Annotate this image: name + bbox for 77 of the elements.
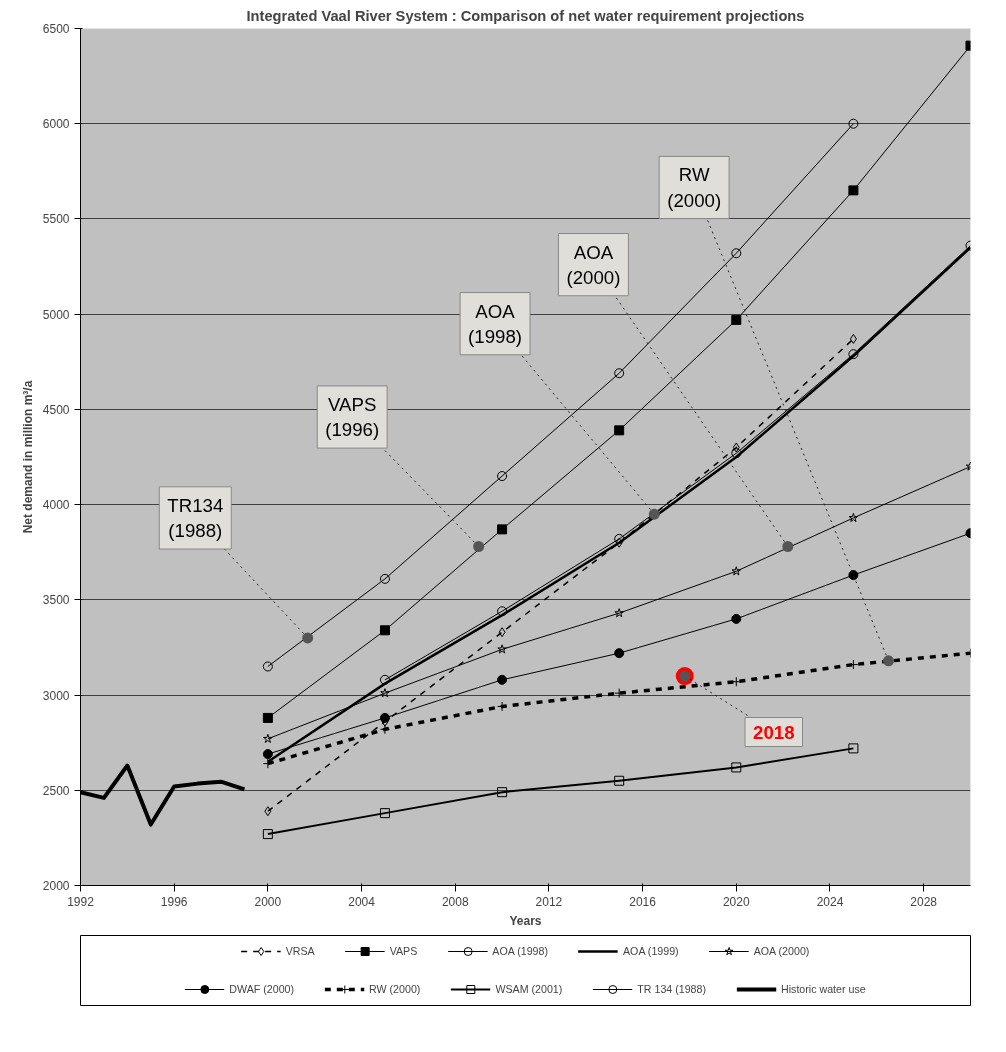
y-tick-label: 6500 (42, 22, 70, 36)
x-tick-label: 2016 (629, 894, 657, 909)
point (732, 442, 740, 453)
x-tick-label: 2000 (254, 894, 282, 909)
point (380, 688, 390, 698)
point (379, 625, 390, 636)
x-tick-label: 2008 (441, 894, 469, 909)
point (614, 648, 625, 659)
point (731, 613, 742, 624)
point (848, 743, 859, 754)
y-tick-label: 2500 (42, 783, 70, 798)
point (731, 314, 742, 325)
x-tick-label: 2020 (722, 894, 750, 909)
y-tick-label: 6000 (42, 117, 70, 132)
y-axis-title: Net demand in million m³/a (20, 380, 35, 534)
point (262, 749, 273, 760)
legend-label: Historic water use (781, 983, 866, 995)
x-axis-title: Years (509, 913, 542, 928)
y-tick-label: 4000 (42, 498, 70, 513)
point (615, 537, 623, 548)
y-tick-label: 2000 (42, 879, 70, 893)
x-tick-label: 1996 (160, 894, 188, 909)
legend-label: WSAM (2001) (495, 983, 563, 995)
point (614, 425, 625, 436)
point (849, 333, 857, 344)
point (848, 349, 859, 360)
point (848, 185, 859, 196)
annotation: VAPS (1996) (325, 393, 380, 441)
point (731, 762, 742, 773)
point (379, 712, 390, 723)
point (848, 118, 859, 129)
legend-label: RW (2000) (369, 983, 421, 995)
chart-title: Integrated Vaal River System : Comparison of net water requirement projections (246, 7, 805, 24)
point (498, 627, 506, 638)
annotation: TR134 (1988) (167, 494, 224, 542)
y-tick-label: 3000 (42, 688, 70, 703)
point (497, 674, 508, 685)
legend-label: TR 134 (1988) (637, 983, 707, 995)
annotation: RW (2000) (667, 164, 722, 211)
legend-label: AOA (1998) (492, 945, 548, 957)
point (262, 712, 273, 723)
annotation: AOA (1998) (468, 300, 523, 347)
legend-label: VRSA (285, 945, 315, 957)
point (497, 524, 508, 535)
legend-label: VAPS (389, 945, 418, 957)
y-tick-label: 5500 (42, 212, 70, 227)
point (379, 573, 390, 584)
point (614, 368, 625, 379)
point (675, 667, 694, 685)
point (497, 471, 508, 482)
point (848, 570, 859, 581)
point (614, 608, 624, 618)
x-tick-label: 2012 (535, 894, 563, 909)
point (497, 644, 507, 654)
annotation: AOA (2000) (566, 241, 621, 288)
legend-label: AOA (1999) (622, 945, 679, 957)
point (262, 661, 273, 672)
y-tick-label: 4500 (42, 402, 70, 417)
point (263, 733, 273, 743)
point (262, 829, 273, 840)
legend-label: DWAF (2000) (229, 983, 295, 995)
point (848, 512, 859, 523)
x-tick-label: 2028 (910, 894, 938, 909)
y-tick-label: 5000 (42, 307, 70, 322)
point (497, 787, 508, 798)
x-tick-label: 1992 (67, 894, 95, 909)
point (731, 566, 742, 576)
point (264, 806, 272, 817)
x-tick-label: 2004 (348, 894, 376, 909)
x-tick-label: 2024 (816, 894, 844, 909)
annotation: 2018 (753, 721, 795, 743)
point (379, 674, 390, 685)
point (614, 775, 625, 786)
y-tick-label: 3500 (42, 593, 70, 608)
legend-label: AOA (2000) (753, 945, 810, 957)
point (731, 248, 742, 259)
point (379, 808, 390, 819)
